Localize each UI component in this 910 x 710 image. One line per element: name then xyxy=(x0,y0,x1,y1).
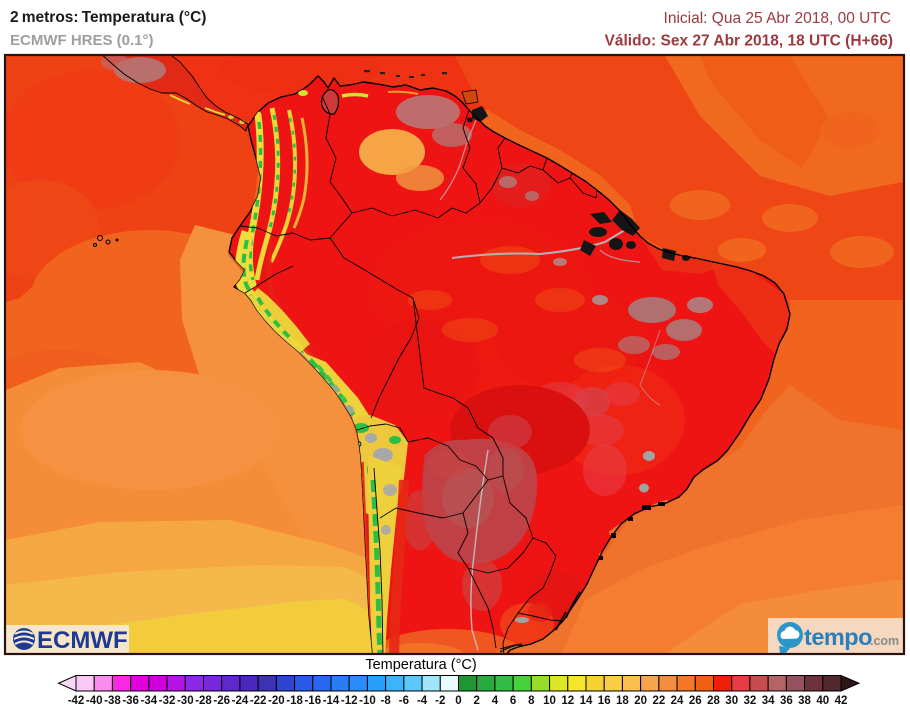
svg-text:28: 28 xyxy=(707,695,720,707)
svg-text:0: 0 xyxy=(455,695,461,707)
svg-text:tempo: tempo xyxy=(804,624,872,650)
svg-text:4: 4 xyxy=(492,695,499,707)
svg-text:-16: -16 xyxy=(304,695,321,707)
svg-text:-26: -26 xyxy=(213,695,230,707)
svg-text:2 metros: Temperatura (°C): 2 metros: Temperatura (°C) xyxy=(10,9,206,26)
svg-text:Temperatura (°C): Temperatura (°C) xyxy=(365,657,476,673)
svg-text:-18: -18 xyxy=(286,695,303,707)
svg-text:10: 10 xyxy=(543,695,556,707)
svg-text:14: 14 xyxy=(580,695,593,707)
svg-text:30: 30 xyxy=(725,695,738,707)
svg-text:-32: -32 xyxy=(159,695,176,707)
svg-text:2: 2 xyxy=(474,695,480,707)
svg-text:-12: -12 xyxy=(341,695,358,707)
svg-text:-24: -24 xyxy=(232,695,249,707)
svg-text:ECMWF: ECMWF xyxy=(37,627,128,654)
svg-text:-30: -30 xyxy=(177,695,194,707)
svg-text:-36: -36 xyxy=(122,695,139,707)
svg-text:32: 32 xyxy=(744,695,757,707)
svg-text:-22: -22 xyxy=(250,695,267,707)
svg-text:38: 38 xyxy=(798,695,811,707)
svg-text:8: 8 xyxy=(528,695,535,707)
svg-text:-4: -4 xyxy=(417,695,428,707)
svg-text:18: 18 xyxy=(616,695,629,707)
svg-text:42: 42 xyxy=(835,695,848,707)
svg-text:22: 22 xyxy=(652,695,665,707)
svg-text:-20: -20 xyxy=(268,695,285,707)
svg-text:40: 40 xyxy=(816,695,829,707)
svg-text:-6: -6 xyxy=(399,695,409,707)
svg-text:Inicial: Qua 25 Abr 2018, 00 U: Inicial: Qua 25 Abr 2018, 00 UTC xyxy=(664,10,891,27)
svg-text:36: 36 xyxy=(780,695,793,707)
svg-text:Válido: Sex 27 Abr 2018, 18 UT: Válido: Sex 27 Abr 2018, 18 UTC (H+66) xyxy=(605,33,893,50)
svg-text:6: 6 xyxy=(510,695,516,707)
svg-text:-28: -28 xyxy=(195,695,212,707)
svg-text:16: 16 xyxy=(598,695,611,707)
svg-text:-10: -10 xyxy=(359,695,376,707)
svg-text:-2: -2 xyxy=(435,695,445,707)
svg-text:-42: -42 xyxy=(68,695,85,707)
svg-text:24: 24 xyxy=(671,695,684,707)
svg-text:-40: -40 xyxy=(86,695,103,707)
svg-text:12: 12 xyxy=(561,695,574,707)
svg-text:-14: -14 xyxy=(323,695,340,707)
svg-text:-38: -38 xyxy=(104,695,121,707)
svg-text:-8: -8 xyxy=(381,695,392,707)
svg-text:26: 26 xyxy=(689,695,702,707)
svg-text:ECMWF HRES (0.1°): ECMWF HRES (0.1°) xyxy=(10,32,154,49)
svg-text:.com: .com xyxy=(870,634,899,648)
svg-text:20: 20 xyxy=(634,695,647,707)
svg-text:-34: -34 xyxy=(141,695,158,707)
svg-text:34: 34 xyxy=(762,695,775,707)
